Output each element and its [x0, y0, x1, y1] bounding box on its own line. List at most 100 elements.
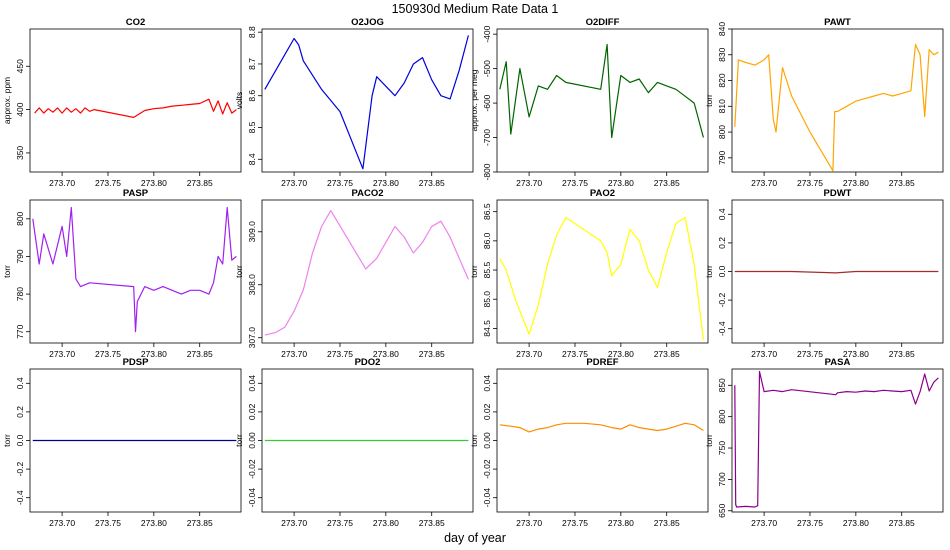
y-tick-label: 850: [717, 378, 727, 392]
x-tick-label: 273.75: [95, 349, 121, 359]
panel-title: PDREF: [586, 357, 618, 368]
plot-frame: [496, 368, 709, 513]
y-tick-label: 0.00: [247, 432, 257, 449]
panel-o2diff: O2DIFF 273.70 273.75 273.80 273.85 -800 -700 -6…: [469, 17, 709, 188]
x-tick-label: 273.75: [797, 349, 823, 359]
y-axis-label: approx. per meg: [469, 69, 479, 131]
y-tick-label: 830: [717, 47, 727, 61]
x-tick-label: 273.70: [516, 178, 542, 188]
panel-pdo2: PDO2 273.70 273.75 273.80 273.85 -0.04 -0.02 0.…: [234, 357, 474, 528]
x-tick-label: 273.85: [419, 518, 445, 528]
x-tick-label: 273.85: [187, 178, 213, 188]
y-tick-label: 84.5: [482, 320, 492, 337]
panel-pasa: PASA 273.70 273.75 273.80 273.85 650 700 750 800…: [704, 357, 944, 528]
x-tick-label: 273.80: [373, 518, 399, 528]
y-tick-label: 86.0: [482, 232, 492, 249]
x-tick-label: 273.85: [889, 518, 915, 528]
x-tick-label: 273.75: [562, 518, 588, 528]
panel-title: PDO2: [355, 357, 381, 368]
x-tick-label: 273.75: [327, 178, 353, 188]
x-tick-label: 273.80: [843, 178, 869, 188]
plot-frame: [29, 199, 242, 344]
y-tick-label: -700: [482, 129, 492, 146]
y-tick-label: 0.0: [15, 434, 25, 446]
series-line: [734, 370, 939, 508]
plot-frame: [261, 28, 474, 173]
x-tick-label: 273.75: [797, 518, 823, 528]
x-tick-label: 273.85: [419, 178, 445, 188]
x-tick-label: 273.85: [654, 349, 680, 359]
y-tick-label: 350: [15, 146, 25, 160]
y-axis-label: torr: [469, 434, 479, 447]
y-tick-label: 85.0: [482, 291, 492, 308]
panel-title: O2DIFF: [586, 17, 620, 28]
figure-title: 150930d Medium Rate Data 1: [391, 2, 559, 16]
panel-title: PACO2: [351, 188, 383, 199]
y-tick-label: 650: [717, 503, 727, 517]
panel-title: PDSP: [123, 357, 150, 368]
series-line: [499, 216, 704, 341]
plot-frame: [731, 28, 944, 173]
y-tick-label: 8.6: [247, 90, 257, 102]
panel-pawt: PAWT 273.70 273.75 273.80 273.85 790 800 810 820…: [704, 17, 944, 188]
y-tick-label: 790: [15, 249, 25, 263]
panel-pasp: PASP 273.70 273.75 273.80 273.85 770 780 790 800…: [2, 188, 242, 359]
y-tick-label: 0.04: [247, 375, 257, 392]
x-tick-label: 273.85: [889, 178, 915, 188]
x-tick-label: 273.85: [187, 349, 213, 359]
y-tick-label: 8.5: [247, 121, 257, 133]
y-tick-label: 700: [717, 472, 727, 486]
x-tick-label: 273.70: [516, 518, 542, 528]
panel-co2: CO2 273.70 273.75 273.80 273.85 350 400 450appr…: [2, 17, 242, 188]
series-line: [34, 98, 237, 119]
y-axis-label: torr: [704, 265, 714, 278]
panel-o2jog: O2JOG 273.70 273.75 273.80 273.85 8.4 8.5 8.6 8.…: [234, 17, 474, 188]
x-tick-label: 273.70: [751, 349, 777, 359]
y-tick-label: 400: [15, 102, 25, 116]
x-tick-label: 273.85: [187, 518, 213, 528]
x-tick-label: 273.75: [797, 178, 823, 188]
x-tick-label: 273.80: [608, 349, 634, 359]
x-tick-label: 273.85: [419, 349, 445, 359]
y-tick-label: 8.8: [247, 26, 257, 38]
y-tick-label: 309.0: [247, 221, 257, 243]
x-tick-label: 273.70: [49, 518, 75, 528]
series-line: [734, 270, 939, 274]
y-tick-label: -0.02: [482, 459, 492, 479]
series-line: [264, 210, 469, 336]
y-tick-label: 800: [717, 125, 727, 139]
y-tick-label: -400: [482, 25, 492, 42]
y-tick-label: 840: [717, 22, 727, 36]
panel-title: PASP: [123, 188, 149, 199]
y-tick-label: -0.04: [247, 488, 257, 508]
x-axis-label: day of year: [444, 531, 506, 545]
x-tick-label: 273.80: [141, 349, 167, 359]
y-tick-label: 307.0: [247, 327, 257, 349]
x-tick-label: 273.80: [843, 349, 869, 359]
x-tick-label: 273.75: [562, 178, 588, 188]
y-tick-label: 8.7: [247, 58, 257, 70]
x-tick-label: 273.70: [751, 178, 777, 188]
y-tick-label: 800: [717, 409, 727, 423]
plot-frame: [496, 28, 709, 173]
series-line: [499, 43, 704, 139]
x-tick-label: 273.80: [373, 349, 399, 359]
y-tick-label: 85.5: [482, 261, 492, 278]
y-axis-label: torr: [2, 434, 12, 447]
y-tick-label: 0.0: [717, 265, 727, 277]
x-tick-label: 273.80: [843, 518, 869, 528]
y-tick-label: -600: [482, 94, 492, 111]
x-tick-label: 273.70: [281, 178, 307, 188]
panel-pdwt: PDWT 273.70 273.75 273.80 273.85 -0.4 -0.2 0.0 0…: [704, 188, 944, 359]
y-axis-label: torr: [469, 265, 479, 278]
x-tick-label: 273.75: [327, 518, 353, 528]
x-tick-label: 273.70: [516, 349, 542, 359]
panel-title: PASA: [825, 357, 851, 368]
x-tick-label: 273.80: [608, 518, 634, 528]
y-tick-label: 0.2: [15, 406, 25, 418]
y-tick-label: 0.04: [482, 375, 492, 392]
y-tick-label: 750: [717, 441, 727, 455]
panel-pdsp: PDSP 273.70 273.75 273.80 273.85 -0.4 -0.2 0.0 0…: [2, 357, 242, 528]
panel-title: PAWT: [824, 17, 851, 28]
